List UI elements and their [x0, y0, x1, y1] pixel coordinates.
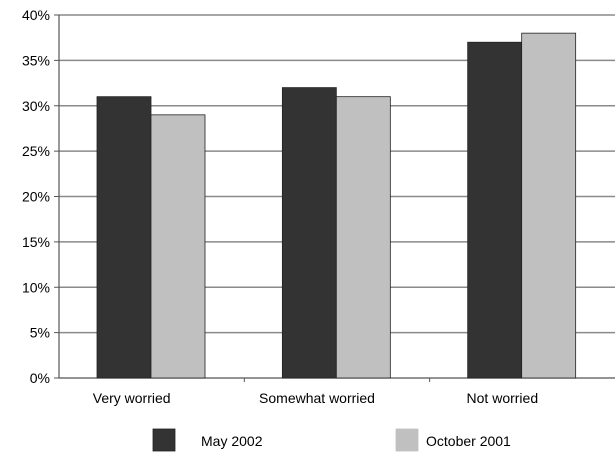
- bar-series1-1: [281, 87, 337, 379]
- legend-swatch-1: [152, 428, 176, 452]
- y-tick-label: 10%: [22, 279, 50, 295]
- y-tick-label: 30%: [22, 98, 50, 114]
- legend-swatch-2: [395, 428, 419, 452]
- bars: [96, 32, 577, 379]
- y-tick-label: 25%: [22, 143, 50, 159]
- legend-label-2: October 2001: [426, 433, 511, 449]
- x-tick-label: Somewhat worried: [259, 390, 375, 406]
- y-tick-label: 5%: [30, 325, 50, 341]
- y-tick-label: 0%: [30, 370, 50, 386]
- bar-series2-1: [335, 96, 391, 379]
- bar-series2-0: [150, 114, 206, 379]
- x-tick-label: Very worried: [93, 390, 171, 406]
- bar-series2-2: [521, 32, 577, 379]
- legend: May 2002 October 2001: [152, 428, 511, 452]
- y-tick-label: 40%: [22, 7, 50, 23]
- y-tick-label: 15%: [22, 234, 50, 250]
- y-tick-label: 35%: [22, 52, 50, 68]
- bar-series1-2: [467, 41, 523, 379]
- y-tick-label: 20%: [22, 189, 50, 205]
- x-tick-label: Not worried: [467, 390, 539, 406]
- x-axis-ticks: Very worried Somewhat worried Not worried: [93, 378, 538, 406]
- bar-series1-0: [96, 96, 152, 379]
- y-axis-ticks: 0% 5% 10% 15% 20% 25% 30% 35% 40%: [22, 7, 59, 386]
- legend-label-1: May 2002: [201, 433, 263, 449]
